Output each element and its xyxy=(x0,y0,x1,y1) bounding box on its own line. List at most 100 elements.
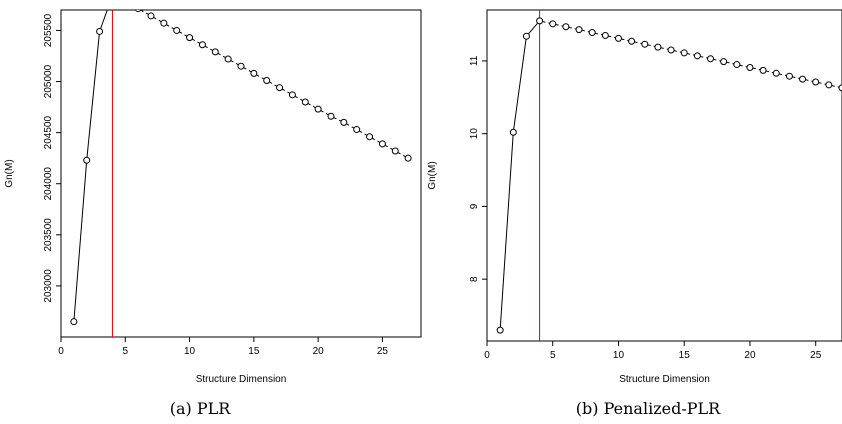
data-point xyxy=(588,29,596,37)
series-segment xyxy=(765,70,774,74)
series-segment xyxy=(100,10,108,29)
x-tick-label: 0 xyxy=(484,350,490,361)
series-segment xyxy=(371,137,381,143)
series-segment xyxy=(128,3,136,7)
plot-frame xyxy=(60,9,422,338)
y-tick-label: 204000 xyxy=(43,167,54,201)
series-segment xyxy=(153,16,162,23)
data-point xyxy=(288,91,296,99)
data-point xyxy=(759,66,767,74)
y-axis-label: Gn(M) xyxy=(4,159,15,187)
series-segment xyxy=(513,39,527,130)
series-segment xyxy=(673,50,682,53)
series-segment xyxy=(779,73,787,77)
data-point xyxy=(250,69,258,77)
data-point xyxy=(134,10,142,13)
series-segment xyxy=(256,74,265,80)
data-point xyxy=(173,26,181,34)
x-tick-label: 15 xyxy=(248,346,260,357)
series-segment xyxy=(792,76,800,79)
data-point xyxy=(536,17,544,25)
series-segment xyxy=(568,26,577,30)
data-point xyxy=(720,58,728,66)
series-segment xyxy=(359,130,368,136)
x-tick-label: 5 xyxy=(123,346,129,357)
data-point xyxy=(160,19,168,27)
x-tick-label: 25 xyxy=(377,346,389,357)
data-point xyxy=(211,48,219,56)
data-point xyxy=(628,37,636,45)
series-segment xyxy=(608,35,616,39)
data-point xyxy=(825,81,833,89)
data-point xyxy=(122,0,128,5)
data-point xyxy=(391,147,399,155)
series-segment xyxy=(499,135,514,328)
data-point xyxy=(746,63,754,71)
series-segment xyxy=(542,21,550,24)
data-point xyxy=(509,128,517,136)
series-segment xyxy=(700,55,708,59)
series-segment xyxy=(397,152,406,158)
series-segment xyxy=(333,117,342,122)
x-tick-label: 25 xyxy=(810,350,822,361)
y-tick-label: 9 xyxy=(469,203,480,209)
data-point xyxy=(812,78,820,86)
series-segment xyxy=(320,110,329,116)
y-tick-label: 203500 xyxy=(43,218,54,252)
series-segment xyxy=(179,31,188,37)
x-tick-label: 10 xyxy=(613,350,625,361)
data-point xyxy=(693,52,701,60)
x-tick-label: 0 xyxy=(58,346,64,357)
data-point xyxy=(772,69,780,77)
y-axis-label: Gn(M) xyxy=(427,161,438,189)
x-tick-label: 15 xyxy=(679,350,691,361)
data-point xyxy=(522,32,530,40)
data-point xyxy=(562,23,570,31)
chart-panel-2: 0 5 10 15 20 25 8 9 10 11 Structure Dimension Gn(M)… xyxy=(427,9,842,418)
series-segment xyxy=(805,79,813,82)
data-point xyxy=(378,140,386,148)
series-segment xyxy=(647,44,656,47)
data-point xyxy=(404,154,412,162)
chart-panel-1: 0 5 10 15 20 25 203000 203500 204000 204500 205000… xyxy=(4,0,422,418)
plot-frame xyxy=(486,9,842,342)
series-segment xyxy=(528,22,539,35)
series-segment xyxy=(294,95,303,101)
x-tick-label: 10 xyxy=(184,346,196,357)
data-point xyxy=(314,105,322,113)
series-segment xyxy=(713,58,721,62)
data-point xyxy=(263,77,271,85)
series-segment xyxy=(634,41,642,45)
data-point xyxy=(601,31,609,39)
series-segment xyxy=(191,38,201,44)
series-segment xyxy=(831,85,840,88)
data-point xyxy=(838,84,842,92)
y-tick-label: 10 xyxy=(469,128,480,140)
series-segment xyxy=(621,38,629,42)
y-tick-label: 205500 xyxy=(43,13,54,47)
data-point xyxy=(496,326,504,334)
data-point xyxy=(224,55,232,63)
series-segment xyxy=(204,45,213,51)
series-segment xyxy=(230,60,239,66)
data-point xyxy=(83,156,91,164)
data-point xyxy=(198,41,206,49)
data-point xyxy=(680,49,688,57)
x-axis-label: Structure Dimension xyxy=(196,374,287,385)
series-segment xyxy=(86,34,100,158)
series-segment xyxy=(752,67,761,71)
series-segment xyxy=(140,10,149,15)
y-tick-label: 8 xyxy=(469,276,480,282)
y-tick-label: 11 xyxy=(469,55,480,66)
panel-caption: (b) Penalized-PLR xyxy=(576,399,721,418)
series-segment xyxy=(595,32,603,36)
y-tick-label: 204500 xyxy=(43,116,54,150)
panel-caption: (a) PLR xyxy=(170,399,232,418)
series-segment xyxy=(555,23,564,27)
series-segment xyxy=(660,47,669,50)
x-tick-label: 5 xyxy=(550,350,556,361)
data-point xyxy=(237,62,245,70)
y-tick-label: 205000 xyxy=(43,64,54,98)
data-point xyxy=(366,133,374,141)
